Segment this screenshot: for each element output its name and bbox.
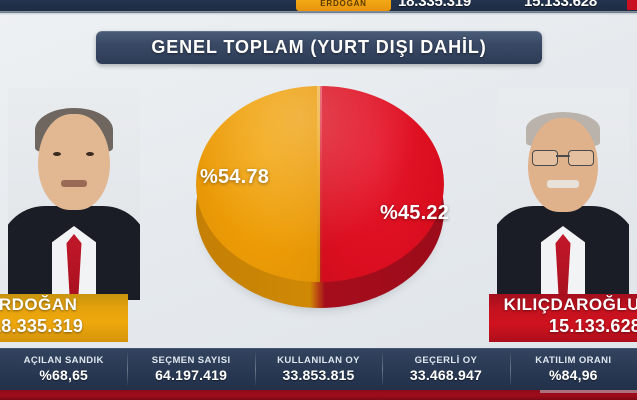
pie-slice-divider — [317, 86, 322, 282]
election-stats-bar: AÇILAN SANDIK %68,65 SEÇMEN SAYISI 64.19… — [0, 348, 637, 390]
stat-label: KATILIM ORANI — [535, 355, 612, 366]
glasses-lens-left — [532, 150, 558, 166]
result-bar-erdogan: ERDOĞAN 18.335.319 — [0, 294, 128, 342]
page-title-banner: GENEL TOPLAM (YURT DIŞI DAHİL) — [96, 31, 542, 64]
ticker-value-kilicdaroglu: 15.133.628 — [524, 0, 598, 10]
results-pie-chart: %54.78 %45.22 — [196, 86, 449, 310]
candidate-photo-right — [497, 88, 629, 300]
stat-label: KULLANILAN OY — [277, 355, 360, 366]
stat-label: SEÇMEN SAYISI — [151, 355, 231, 366]
ticker-value-erdogan: 18.335.319 — [398, 0, 472, 10]
stat-kullanilan-oy: KULLANILAN OY 33.853.815 — [254, 348, 382, 390]
candidate-name-left: ERDOĞAN — [0, 295, 78, 314]
stat-value: 33.853.815 — [282, 367, 355, 383]
candidate-votes-right: 15.133.628 — [548, 316, 637, 336]
pie-label-erdogan: %54.78 — [200, 166, 270, 188]
photo-tie — [66, 234, 82, 300]
stat-label: GEÇERLİ OY — [414, 355, 478, 366]
stat-value: %84,96 — [548, 367, 598, 383]
stat-value: 64.197.419 — [155, 367, 228, 383]
photo-mustache — [547, 180, 579, 188]
candidate-name-right: KILIÇDAROĞLU — [503, 295, 637, 314]
result-bar-kilicdaroglu: KILIÇDAROĞLU 15.133.628 — [489, 294, 637, 342]
photo-eye-left — [53, 152, 61, 156]
stat-value: %68,65 — [39, 367, 89, 383]
photo-glasses-icon — [532, 150, 594, 166]
photo-tie — [555, 234, 571, 300]
photo-eye-right — [86, 152, 94, 156]
stat-label: AÇILAN SANDIK — [23, 355, 104, 366]
ticker-shadow-divider — [0, 11, 637, 15]
stat-value: 33.468.947 — [409, 367, 482, 383]
pie-label-kilicdaroglu: %45.22 — [380, 202, 450, 224]
bottom-red-strip — [0, 390, 637, 400]
glasses-lens-right — [568, 150, 594, 166]
ticker-candidate-pill: ERDOĞAN — [296, 0, 391, 11]
stat-katilim-orani: KATILIM ORANI %84,96 — [509, 348, 637, 390]
stat-secmen-sayisi: SEÇMEN SAYISI 64.197.419 — [127, 348, 254, 390]
candidate-votes-left: 18.335.319 — [0, 316, 84, 336]
candidate-photo-left — [8, 88, 140, 300]
photo-face — [38, 114, 110, 210]
page-title: GENEL TOPLAM (YURT DIŞI DAHİL) — [151, 37, 487, 57]
top-ticker-bar: ERDOĞAN 18.335.319 15.133.628 — [0, 0, 637, 13]
stat-gecerli-oy: GEÇERLİ OY 33.468.947 — [382, 348, 509, 390]
turkish-flag-icon — [627, 0, 637, 10]
stat-acilan-sandik: AÇILAN SANDIK %68,65 — [0, 348, 127, 390]
bottom-strip-highlight — [540, 390, 637, 393]
glasses-bridge — [556, 155, 570, 157]
photo-mustache — [61, 180, 87, 187]
